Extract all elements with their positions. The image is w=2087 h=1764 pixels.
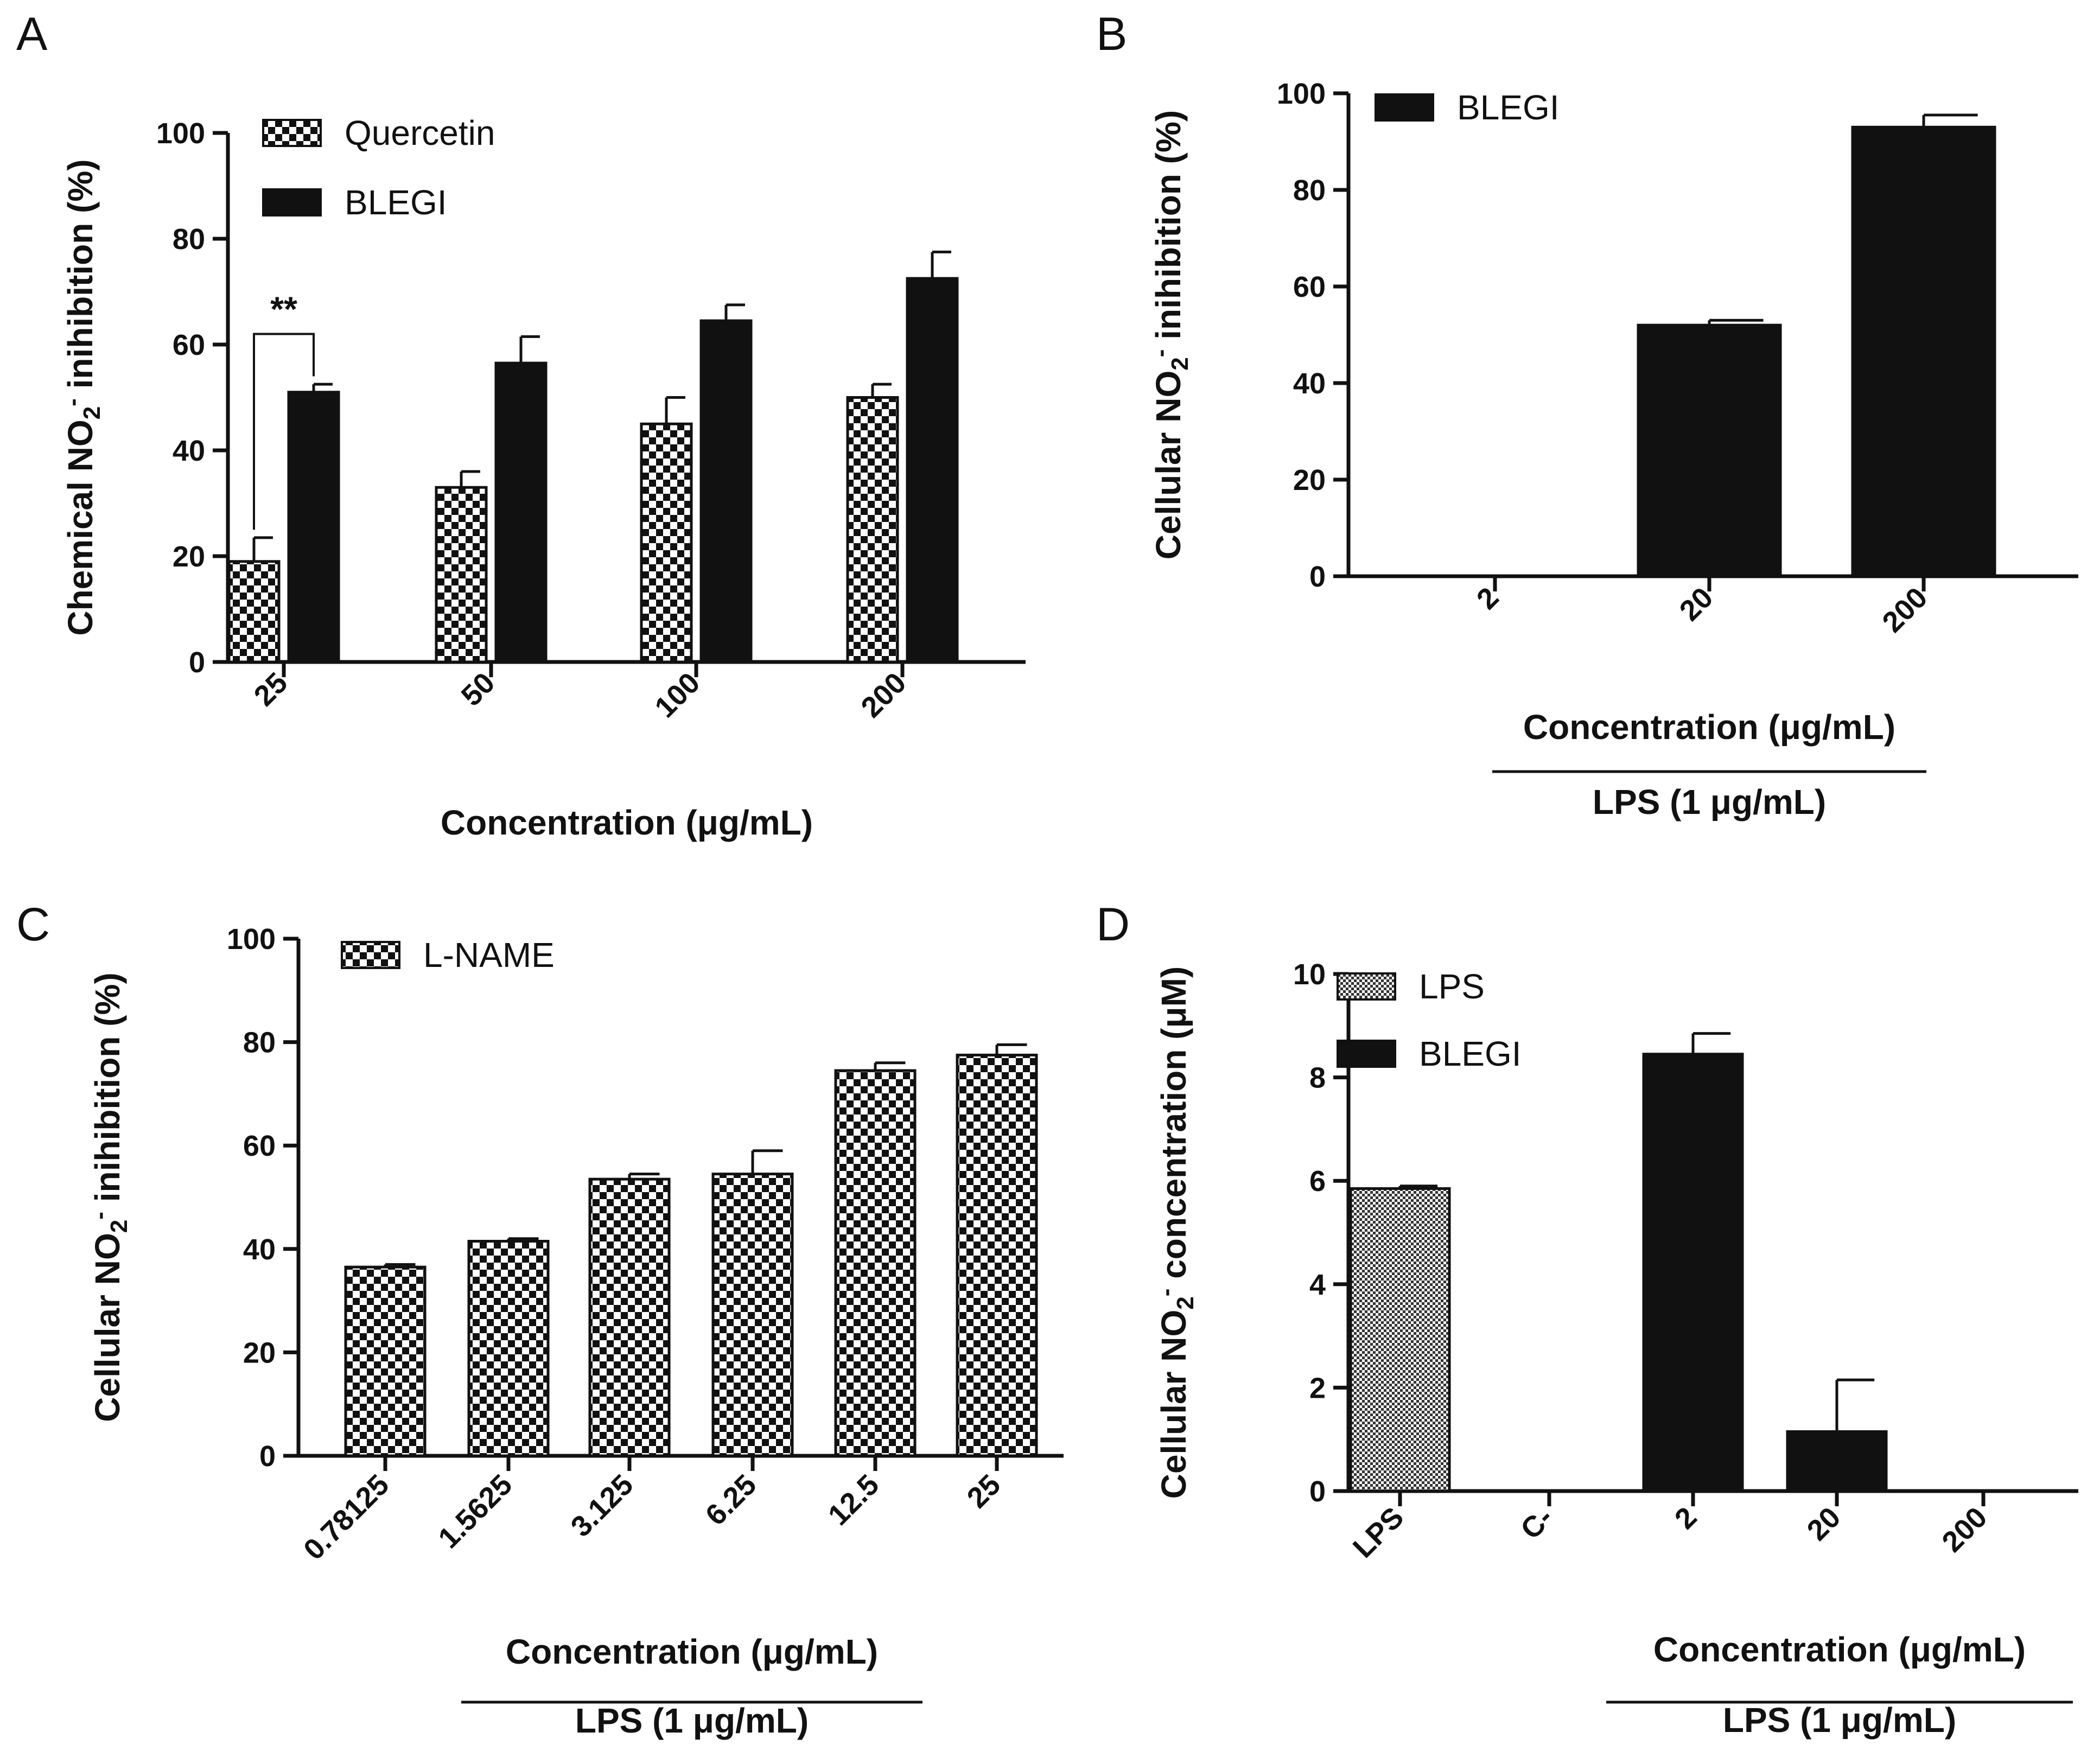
y-tick-label: 40 — [173, 435, 205, 467]
panel-letter: B — [1096, 8, 1127, 60]
x-tick-label: 1.5625 — [432, 1468, 518, 1555]
y-tick-label: 6 — [1309, 1165, 1326, 1198]
chart-panel-d: D 0 2 4 6 8 10 LPS C- 2 20 200 Cellular NO2- concent… — [1096, 899, 2078, 1740]
y-axis-label: Chemical NO2- inihibition (%) — [59, 159, 105, 635]
legend-label: BLEGI — [1457, 88, 1560, 127]
x-tick-label: 20 — [1801, 1501, 1847, 1547]
x-tick-label: 2 — [1471, 581, 1505, 616]
y-tick-label: 60 — [1293, 271, 1326, 303]
legend-label: BLEGI — [1419, 1034, 1522, 1073]
y-tick-label: 0 — [259, 1440, 276, 1473]
x-axis-label-secondary: LPS (1 μg/mL) — [1723, 1701, 1956, 1740]
y-tick-label: 40 — [243, 1233, 276, 1266]
bar-l-name-3.125 — [588, 1177, 671, 1457]
bar-lps-LPS — [1349, 1187, 1451, 1493]
x-tick-label: 50 — [455, 666, 501, 712]
x-tick-label: C- — [1515, 1501, 1560, 1546]
x-tick-label: LPS — [1347, 1501, 1410, 1564]
bar-quercetin-100 — [640, 422, 693, 664]
x-axis-label: Concentration (μg/mL) — [506, 1632, 878, 1671]
panel-letter: A — [16, 8, 48, 60]
chart-panel-c: C 0 20 40 60 80 100 0.78125 1.5625 3.125 6.25 12.5 2… — [16, 899, 1064, 1740]
y-tick-label: 80 — [1293, 174, 1326, 207]
legend-swatch-lps — [1337, 972, 1396, 1001]
y-tick-label: 0 — [189, 646, 205, 679]
bar-l-name-25 — [956, 1053, 1038, 1457]
legend-label: Quercetin — [345, 113, 495, 152]
legend-swatch-blegi — [1375, 93, 1434, 122]
y-tick-label: 100 — [156, 117, 205, 150]
y-tick-label: 20 — [173, 540, 205, 573]
x-axis-label: Concentration (μg/mL) — [441, 803, 813, 842]
x-axis-label: Concentration (μg/mL) — [1523, 708, 1895, 747]
legend-label: BLEGI — [345, 183, 447, 222]
y-axis-label: Cellular NO2- inihibition (%) — [86, 972, 132, 1422]
x-tick-label: 0.78125 — [297, 1468, 395, 1566]
y-tick-label: 20 — [1293, 464, 1326, 496]
legend-swatch-l-name — [341, 941, 400, 969]
legend-label: LPS — [1419, 967, 1485, 1006]
y-tick-label: 100 — [227, 923, 276, 956]
y-tick-label: 0 — [1309, 561, 1326, 593]
x-tick-label: 6.25 — [699, 1468, 763, 1532]
x-tick-label: 25 — [961, 1468, 1007, 1514]
panel-letter: C — [16, 899, 50, 951]
y-tick-label: 60 — [243, 1130, 276, 1162]
y-tick-label: 60 — [173, 329, 205, 361]
y-axis-label: Cellular NO2- concentration (μM) — [1153, 966, 1199, 1499]
y-axis-label: Cellular NO2- inihibition (%) — [1147, 110, 1193, 559]
panel-letter: D — [1096, 899, 1130, 951]
y-tick-label: 20 — [243, 1336, 276, 1369]
x-tick-label: 20 — [1674, 581, 1720, 627]
bar-blegi-200 — [906, 277, 959, 664]
bar-blegi-20 — [1786, 1430, 1888, 1493]
bar-quercetin-25 — [227, 560, 281, 664]
y-tick-label: 4 — [1309, 1269, 1326, 1301]
legend-swatch-blegi — [1337, 1040, 1396, 1068]
x-tick-label: 2 — [1669, 1501, 1703, 1536]
y-tick-label: 80 — [243, 1027, 276, 1059]
bar-blegi-20 — [1637, 323, 1782, 578]
legend-swatch-quercetin — [262, 119, 322, 147]
y-tick-label: 0 — [1309, 1475, 1326, 1508]
bar-l-name-12.5 — [834, 1069, 917, 1457]
x-tick-label: 12.5 — [822, 1468, 886, 1532]
bar-quercetin-200 — [846, 396, 899, 664]
x-tick-label: 25 — [248, 666, 294, 712]
x-axis-label-secondary: LPS (1 μg/mL) — [575, 1701, 809, 1740]
y-tick-label: 40 — [1293, 367, 1326, 400]
y-tick-label: 2 — [1309, 1372, 1326, 1404]
x-tick-label: 200 — [1936, 1501, 1993, 1558]
legend-label: L-NAME — [423, 935, 555, 975]
bar-blegi-100 — [699, 319, 753, 664]
y-tick-label: 100 — [1277, 78, 1326, 110]
x-axis-label-secondary: LPS (1 μg/mL) — [1593, 782, 1826, 821]
significance-marker: ** — [270, 290, 297, 329]
significance-bracket — [253, 333, 315, 530]
bar-quercetin-50 — [435, 486, 488, 664]
bar-blegi-50 — [494, 361, 548, 664]
y-tick-label: 80 — [173, 223, 205, 256]
x-axis-label: Concentration (μg/mL) — [1653, 1630, 2026, 1669]
x-tick-label: 3.125 — [565, 1468, 640, 1543]
legend-swatch-blegi — [262, 188, 322, 216]
bar-blegi-2 — [1642, 1053, 1744, 1493]
bar-l-name-6.25 — [711, 1173, 794, 1457]
y-tick-label: 8 — [1309, 1062, 1326, 1094]
bar-l-name-0.78125 — [344, 1265, 427, 1457]
bar-l-name-1.5625 — [467, 1240, 550, 1457]
bar-blegi-200 — [1851, 125, 1996, 578]
bar-blegi-25 — [287, 391, 340, 664]
y-tick-label: 10 — [1293, 958, 1326, 991]
